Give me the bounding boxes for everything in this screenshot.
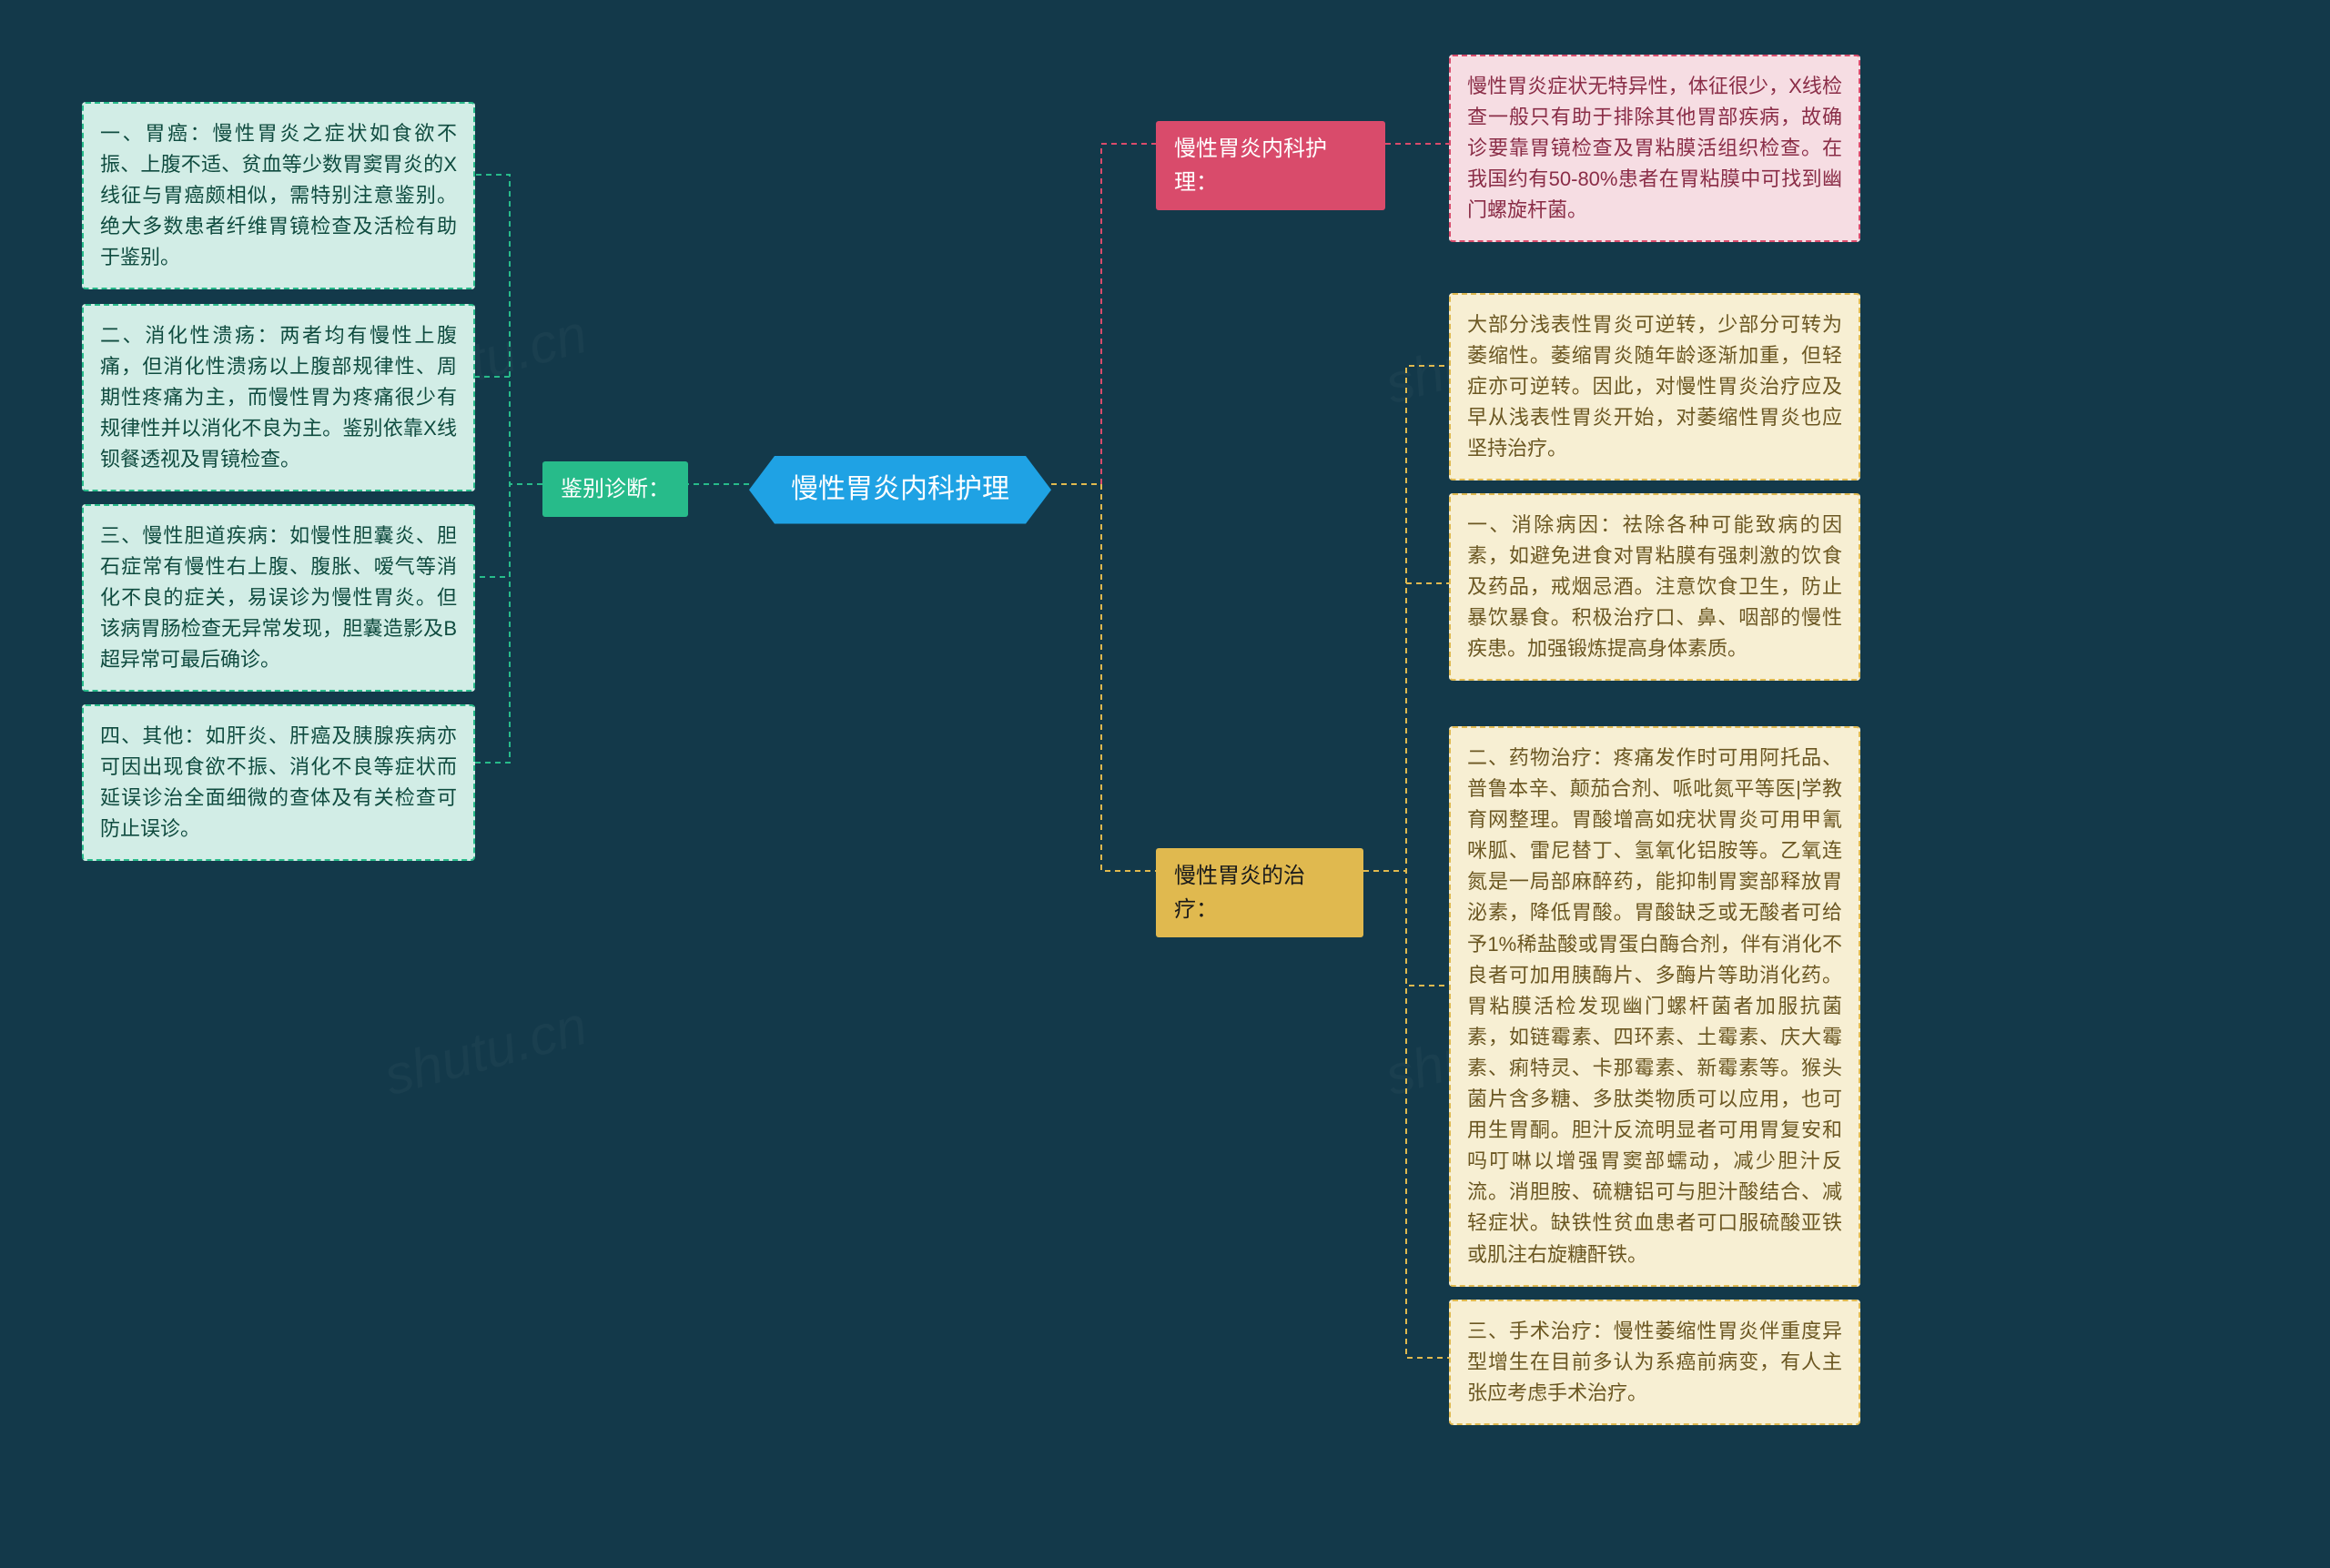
branch-differential-diagnosis: 鉴别诊断： (542, 461, 688, 517)
leaf-treatment-1: 一、消除病因：祛除各种可能致病的因素，如避免进食对胃粘膜有强刺激的饮食及药品，戒… (1449, 493, 1860, 681)
mindmap-root: 慢性胃炎内科护理 (749, 456, 1051, 524)
leaf-diagnosis-4: 四、其他：如肝炎、肝癌及胰腺疾病亦可因出现食欲不振、消化不良等症状而延误诊治全面… (82, 704, 475, 861)
leaf-treatment-2: 二、药物治疗：疼痛发作时可用阿托品、普鲁本辛、颠茄合剂、哌吡氮平等医|学教育网整… (1449, 726, 1860, 1287)
leaf-diagnosis-2: 二、消化性溃疡：两者均有慢性上腹痛，但消化性溃疡以上腹部规律性、周期性疼痛为主，… (82, 304, 475, 491)
watermark: shutu.cn (378, 994, 593, 1108)
leaf-nursing-1: 慢性胃炎症状无特异性，体征很少，X线检查一般只有助于排除其他胃部疾病，故确诊要靠… (1449, 55, 1860, 242)
leaf-treatment-3: 三、手术治疗：慢性萎缩性胃炎伴重度异型增生在目前多认为系癌前病变，有人主张应考虑… (1449, 1300, 1860, 1425)
leaf-treatment-0: 大部分浅表性胃炎可逆转，少部分可转为萎缩性。萎缩胃炎随年龄逐渐加重，但轻症亦可逆… (1449, 293, 1860, 481)
branch-nursing: 慢性胃炎内科护理： (1156, 121, 1385, 210)
leaf-diagnosis-1: 一、胃癌：慢性胃炎之症状如食欲不振、上腹不适、贫血等少数胃窦胃炎的X线征与胃癌颇… (82, 102, 475, 289)
branch-treatment: 慢性胃炎的治疗： (1156, 848, 1363, 937)
leaf-diagnosis-3: 三、慢性胆道疾病：如慢性胆囊炎、胆石症常有慢性右上腹、腹胀、嗳气等消化不良的症关… (82, 504, 475, 692)
